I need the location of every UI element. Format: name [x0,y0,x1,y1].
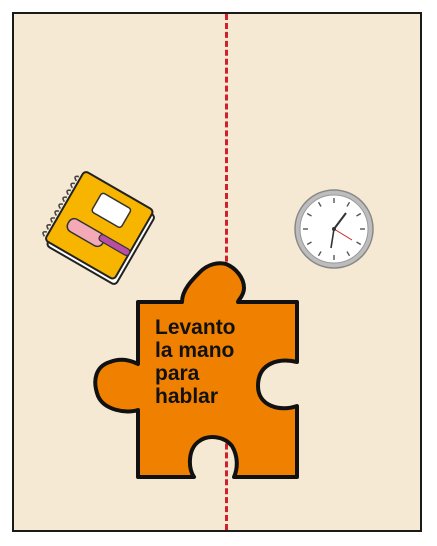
puzzle-line-1: Levanto [155,316,236,339]
notebook-pencil-icon [42,171,155,285]
wall-clock-icon [294,189,374,269]
puzzle-text: Levanto la mano para hablar [155,316,275,408]
puzzle-piece [93,261,299,479]
puzzle-line-4: hablar [155,385,219,408]
puzzle-line-3: para [155,362,200,385]
puzzle-line-2: la mano [155,339,235,362]
